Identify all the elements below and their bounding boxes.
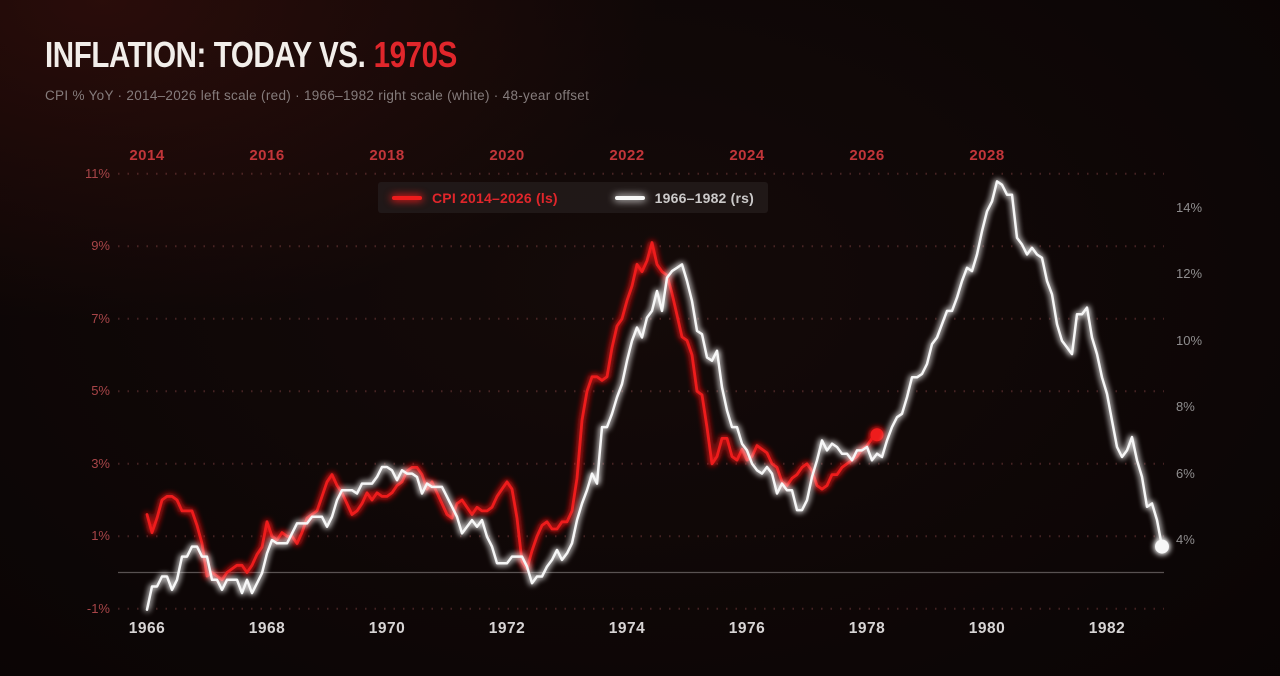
x-bottom-tick-1972: 1972 — [488, 620, 526, 637]
y-left-tick-3: 3% — [91, 455, 110, 471]
x-top-tick-2020: 2020 — [489, 147, 525, 164]
x-top-tick-2028: 2028 — [969, 147, 1005, 164]
x-bottom-tick-1970: 1970 — [368, 620, 406, 637]
x-top-tick-2016: 2016 — [249, 147, 285, 164]
white-series-end-dot — [1155, 539, 1169, 554]
y-left-tick--1: -1% — [86, 600, 110, 616]
legend-label-white: 1966–1982 (rs) — [654, 189, 754, 206]
white-line-swatch-icon — [614, 195, 645, 200]
chart-subtitle: CPI % YoY · 2014–2026 left scale (red) ·… — [45, 88, 590, 103]
red-series-end-dot — [870, 428, 884, 442]
y-left-tick-5: 5% — [91, 383, 110, 399]
red-line-swatch-icon — [392, 195, 422, 200]
legend-label-red: CPI 2014–2026 (ls) — [432, 189, 558, 206]
x-bottom-tick-1966: 1966 — [128, 620, 166, 637]
y-right-tick-12: 12% — [1176, 266, 1203, 282]
x-top-tick-2018: 2018 — [369, 147, 405, 164]
y-left-tick-1: 1% — [91, 528, 110, 544]
legend-item-cpi-2014-2026[interactable]: CPI 2014–2026 (ls) — [392, 190, 558, 206]
data-series — [145, 180, 1169, 611]
x-bottom-tick-1968: 1968 — [248, 620, 286, 637]
y-right-tick-4: 4% — [1176, 532, 1195, 547]
cpi-1966-1982-line — [145, 180, 1164, 611]
x-bottom-tick-1974: 1974 — [608, 620, 646, 637]
legend-item-1966-1982[interactable]: 1966–1982 (rs) — [614, 189, 754, 206]
y-right-tick-6: 6% — [1176, 465, 1195, 481]
x-top-tick-2022: 2022 — [609, 147, 645, 164]
x-top-tick-2024: 2024 — [729, 147, 765, 164]
x-bottom-tick-1982: 1982 — [1088, 620, 1126, 637]
title-accent: 1970S — [373, 34, 458, 75]
x-bottom-tick-1980: 1980 — [968, 620, 1006, 637]
y-right-tick-8: 8% — [1176, 399, 1195, 415]
x-bottom-tick-1976: 1976 — [728, 620, 766, 637]
gridlines — [118, 172, 1164, 610]
x-top-tick-2026: 2026 — [849, 147, 885, 164]
chart-header: INFLATION: TODAY VS. 1970S CPI % YoY · 20… — [45, 34, 589, 103]
y-right-tick-10: 10% — [1176, 332, 1203, 348]
cpi-2014-2026-line — [145, 241, 879, 582]
y-right-tick-14: 14% — [1176, 200, 1203, 215]
y-left-tick-9: 9% — [91, 238, 110, 254]
title-main: INFLATION: TODAY VS. — [45, 34, 366, 75]
x-top-tick-2014: 2014 — [129, 147, 165, 164]
y-left-tick-11: 11% — [84, 165, 110, 181]
page-title: INFLATION: TODAY VS. 1970S — [45, 34, 491, 76]
chart-legend: CPI 2014–2026 (ls) 1966–1982 (rs) — [378, 182, 768, 213]
y-left-tick-7: 7% — [91, 310, 110, 326]
x-bottom-tick-1978: 1978 — [848, 620, 886, 637]
